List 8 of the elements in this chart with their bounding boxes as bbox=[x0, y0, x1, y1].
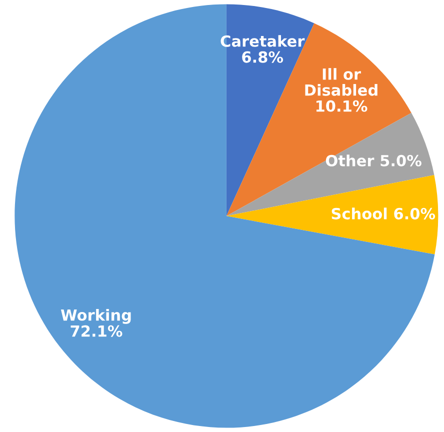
slice-label: Ill or Disabled bbox=[305, 68, 378, 96]
slice-label: Other 5.0% bbox=[326, 154, 422, 166]
data-label: 72.1% bbox=[70, 325, 122, 337]
data-label: 6.8% bbox=[242, 51, 284, 63]
data-label: 10.1% bbox=[316, 100, 368, 112]
slice-label: Working bbox=[60, 308, 131, 324]
slice-label: School 6.0% bbox=[332, 208, 436, 220]
slice-label: Caretaker bbox=[220, 35, 305, 47]
